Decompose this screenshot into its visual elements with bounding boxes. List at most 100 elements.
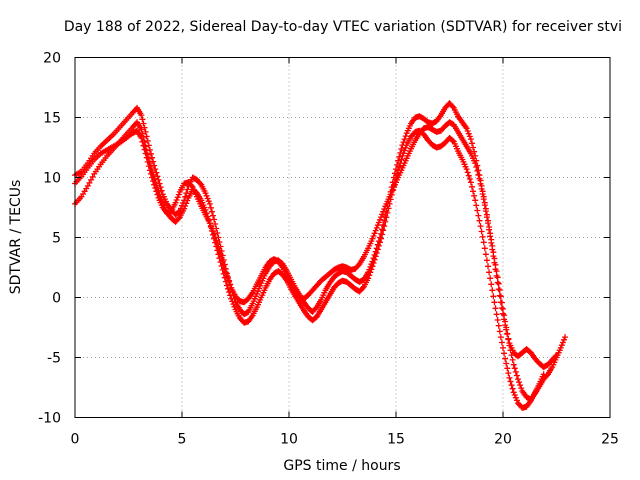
data-point (227, 281, 234, 288)
data-point (476, 217, 483, 224)
data-point (481, 202, 488, 209)
data-point (154, 173, 161, 180)
data-point (487, 275, 494, 282)
data-point (486, 226, 493, 233)
data-point (483, 257, 490, 264)
data-point (379, 231, 386, 238)
chart-title: Day 188 of 2022, Sidereal Day-to-day VTE… (64, 19, 622, 35)
data-point (476, 175, 483, 182)
y-tick-label: 20 (43, 51, 61, 67)
x-tick-label: 25 (601, 432, 619, 448)
data-point (557, 344, 564, 351)
data-point (553, 352, 560, 359)
x-tick-label: 5 (178, 432, 187, 448)
data-point (495, 286, 502, 293)
data-point (500, 344, 506, 351)
data-point (146, 167, 153, 174)
data-point (467, 136, 474, 143)
data-point (449, 137, 456, 144)
series-track-3 (72, 119, 560, 371)
data-point (402, 133, 409, 140)
data-point (149, 154, 156, 161)
data-point (376, 216, 383, 223)
data-point (502, 322, 509, 329)
data-point (468, 140, 475, 147)
data-point (150, 158, 157, 165)
data-point (372, 227, 379, 234)
data-point (375, 219, 382, 226)
data-point (480, 239, 487, 246)
data-point (253, 290, 260, 297)
data-point (138, 134, 145, 141)
x-axis-label: GPS time / hours (283, 458, 400, 474)
data-point (228, 295, 235, 302)
data-point (151, 181, 158, 188)
axis-ticks (74, 57, 611, 418)
data-point (400, 150, 407, 157)
data-point (219, 258, 226, 265)
data-point (510, 361, 517, 368)
data-point (207, 222, 214, 229)
data-point (220, 262, 227, 269)
data-point (509, 385, 516, 392)
data-point (491, 259, 498, 266)
data-point (470, 188, 477, 195)
data-point (373, 250, 380, 257)
data-point (212, 221, 219, 227)
x-tick-label: 20 (494, 432, 512, 448)
data-point (384, 209, 391, 216)
data-point (381, 206, 388, 212)
data-point (512, 394, 519, 401)
data-point (144, 158, 151, 165)
data-point (463, 166, 470, 173)
data-point (204, 195, 211, 202)
y-tick-label: 15 (43, 111, 61, 127)
data-point (402, 144, 409, 151)
data-point (500, 310, 506, 317)
data-point (172, 199, 179, 206)
data-point (474, 207, 481, 214)
data-point (374, 246, 381, 253)
data-point (229, 298, 236, 305)
data-point (493, 311, 500, 318)
data-point (378, 235, 385, 242)
data-point (140, 120, 147, 127)
data-point (380, 208, 387, 215)
grid (75, 57, 610, 418)
data-point (504, 365, 511, 372)
data-point (473, 164, 480, 170)
data-point (492, 266, 499, 273)
data-point (463, 125, 470, 132)
data-point (138, 126, 145, 133)
data-point (496, 328, 503, 335)
data-point (479, 233, 486, 240)
data-point (558, 342, 565, 349)
data-point (514, 376, 521, 383)
data-point (225, 275, 232, 282)
data-point (188, 182, 195, 189)
data-point (141, 146, 148, 153)
data-point (206, 220, 213, 227)
data-point (216, 247, 223, 254)
data-point (487, 233, 494, 240)
data-point (214, 230, 221, 236)
data-point (505, 370, 512, 377)
data-point (149, 174, 156, 181)
data-point (158, 187, 165, 194)
data-point (509, 356, 516, 363)
data-point (494, 279, 501, 286)
data-point (157, 184, 164, 191)
data-point (375, 242, 382, 249)
data-point (474, 167, 481, 174)
data-point (502, 355, 509, 362)
data-point (379, 226, 386, 233)
data-point (145, 142, 152, 149)
data-point (203, 192, 210, 199)
data-point (154, 191, 161, 198)
data-point (479, 191, 486, 197)
data-point (221, 265, 228, 272)
data-point (480, 196, 487, 203)
data-point (398, 146, 405, 152)
data-point (376, 239, 383, 246)
data-point (464, 128, 471, 134)
